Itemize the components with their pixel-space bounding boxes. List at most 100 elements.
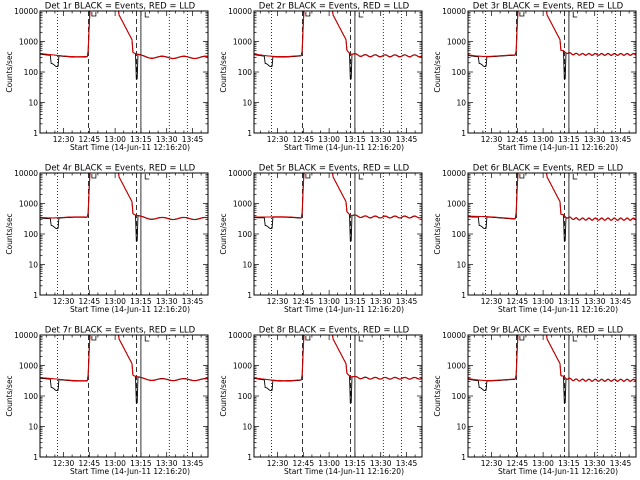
- x-tick-label: 13:15: [558, 297, 580, 306]
- plot-frame: [253, 334, 423, 458]
- time-markers: [485, 173, 616, 295]
- x-tick-label: 12:45: [292, 297, 314, 306]
- y-axis-label: Counts/sec: [219, 51, 228, 92]
- y-axis-label: Counts/sec: [5, 375, 14, 416]
- chart-panel-9: Det 9r BLACK = Events, RED = LLD 1 10 100 10…: [433, 326, 637, 476]
- plot-frame: [39, 334, 209, 458]
- panel-title: Det 7r BLACK = Events, RED = LLD: [45, 326, 196, 336]
- y-tick-label: 100: [238, 392, 253, 401]
- x-axis-ticks: [259, 11, 416, 133]
- y-tick-label: 100: [24, 68, 39, 77]
- attenuator-out-mark: [144, 336, 150, 342]
- plot-frame: [467, 172, 637, 296]
- y-tick-label: 100: [452, 230, 467, 239]
- series-line-events: [254, 173, 422, 242]
- y-tick-label: 1000: [233, 362, 252, 371]
- attenuator-in-mark: [91, 174, 97, 179]
- y-tick-label: 100: [24, 230, 39, 239]
- y-tick-label: 10000: [442, 169, 466, 178]
- y-tick-label: 10: [28, 423, 38, 432]
- series-line-lld: [254, 173, 422, 219]
- attenuator-marks: [91, 174, 150, 180]
- panel-title: Det 2r BLACK = Events, RED = LLD: [259, 2, 410, 12]
- chart-panel-7: Det 7r BLACK = Events, RED = LLD 1 10 100 10…: [5, 326, 209, 476]
- attenuator-marks: [519, 174, 578, 180]
- y-axis-ticks: [468, 10, 636, 134]
- x-tick-label: 13:00: [318, 459, 340, 468]
- attenuator-in-mark: [305, 174, 311, 179]
- y-tick-label: 1000: [233, 38, 252, 47]
- x-tick-label: 12:30: [481, 297, 503, 306]
- y-tick-label: 1000: [19, 38, 38, 47]
- series-group: [40, 335, 208, 404]
- y-tick-label: 10: [242, 423, 252, 432]
- x-tick-label: 13:30: [370, 459, 392, 468]
- series-line-events: [40, 11, 208, 80]
- chart-panel-3: Det 3r BLACK = Events, RED = LLD 1 10 100 10…: [433, 2, 637, 152]
- y-axis-ticks: [40, 10, 208, 134]
- y-tick-label: 10000: [228, 331, 252, 340]
- attenuator-marks: [519, 12, 578, 18]
- series-line-events: [468, 335, 636, 404]
- attenuator-marks: [305, 12, 364, 18]
- x-tick-label: 13:00: [104, 459, 126, 468]
- x-tick-label: 12:30: [267, 459, 289, 468]
- y-axis-ticks: [468, 172, 636, 296]
- attenuator-out-mark: [358, 174, 364, 180]
- y-tick-label: 1: [247, 291, 252, 300]
- y-tick-label: 10: [242, 99, 252, 108]
- y-axis-label: Counts/sec: [433, 375, 442, 416]
- x-tick-label: 13:30: [584, 297, 606, 306]
- series-group: [254, 335, 422, 404]
- x-tick-label: 13:00: [318, 297, 340, 306]
- attenuator-marks: [305, 336, 364, 342]
- y-tick-label: 10000: [14, 7, 38, 16]
- x-tick-label: 12:45: [78, 459, 100, 468]
- series-line-events: [40, 335, 208, 404]
- series-line-events: [254, 335, 422, 404]
- x-tick-label: 13:15: [130, 297, 152, 306]
- plot-frame: [253, 172, 423, 296]
- x-tick-label: 12:45: [506, 297, 528, 306]
- x-tick-label: 12:30: [267, 297, 289, 306]
- attenuator-in-mark: [519, 336, 525, 341]
- y-tick-label: 10000: [14, 331, 38, 340]
- x-tick-label: 13:30: [156, 135, 178, 144]
- y-axis-label: Counts/sec: [5, 51, 14, 92]
- chart-panel-5: Det 5r BLACK = Events, RED = LLD 1 10 100 10…: [219, 164, 423, 314]
- attenuator-out-mark: [572, 174, 578, 180]
- x-tick-label: 13:00: [318, 135, 340, 144]
- x-tick-label: 13:45: [182, 297, 204, 306]
- time-markers: [57, 335, 188, 457]
- plot-frame: [467, 10, 637, 134]
- attenuator-out-mark: [144, 12, 150, 18]
- y-tick-label: 10000: [228, 169, 252, 178]
- x-tick-label: 13:45: [610, 135, 632, 144]
- x-tick-label: 12:45: [78, 297, 100, 306]
- plot-frame: [253, 10, 423, 134]
- series-line-lld: [468, 11, 636, 57]
- y-tick-label: 100: [238, 230, 253, 239]
- x-tick-label: 13:45: [182, 135, 204, 144]
- x-axis-label: Start Time (14-Jun-11 12:16:20): [284, 305, 404, 314]
- x-tick-label: 13:30: [584, 459, 606, 468]
- y-tick-label: 100: [24, 392, 39, 401]
- chart-panel-2: Det 2r BLACK = Events, RED = LLD 1 10 100 10…: [219, 2, 423, 152]
- panel-title: Det 9r BLACK = Events, RED = LLD: [473, 326, 624, 336]
- panel-title: Det 4r BLACK = Events, RED = LLD: [45, 164, 196, 174]
- x-tick-label: 13:45: [610, 297, 632, 306]
- x-tick-label: 13:45: [396, 297, 418, 306]
- x-tick-label: 13:15: [344, 135, 366, 144]
- x-axis-label: Start Time (14-Jun-11 12:16:20): [284, 143, 404, 152]
- time-markers: [271, 11, 402, 133]
- x-tick-label: 13:45: [396, 459, 418, 468]
- y-tick-label: 1000: [19, 200, 38, 209]
- y-tick-label: 100: [452, 68, 467, 77]
- y-axis-label: Counts/sec: [219, 213, 228, 254]
- x-tick-label: 13:15: [344, 297, 366, 306]
- x-tick-label: 13:15: [344, 459, 366, 468]
- panel-title: Det 5r BLACK = Events, RED = LLD: [259, 164, 410, 174]
- y-tick-label: 1: [33, 291, 38, 300]
- x-axis-label: Start Time (14-Jun-11 12:16:20): [70, 143, 190, 152]
- x-tick-label: 12:30: [53, 459, 75, 468]
